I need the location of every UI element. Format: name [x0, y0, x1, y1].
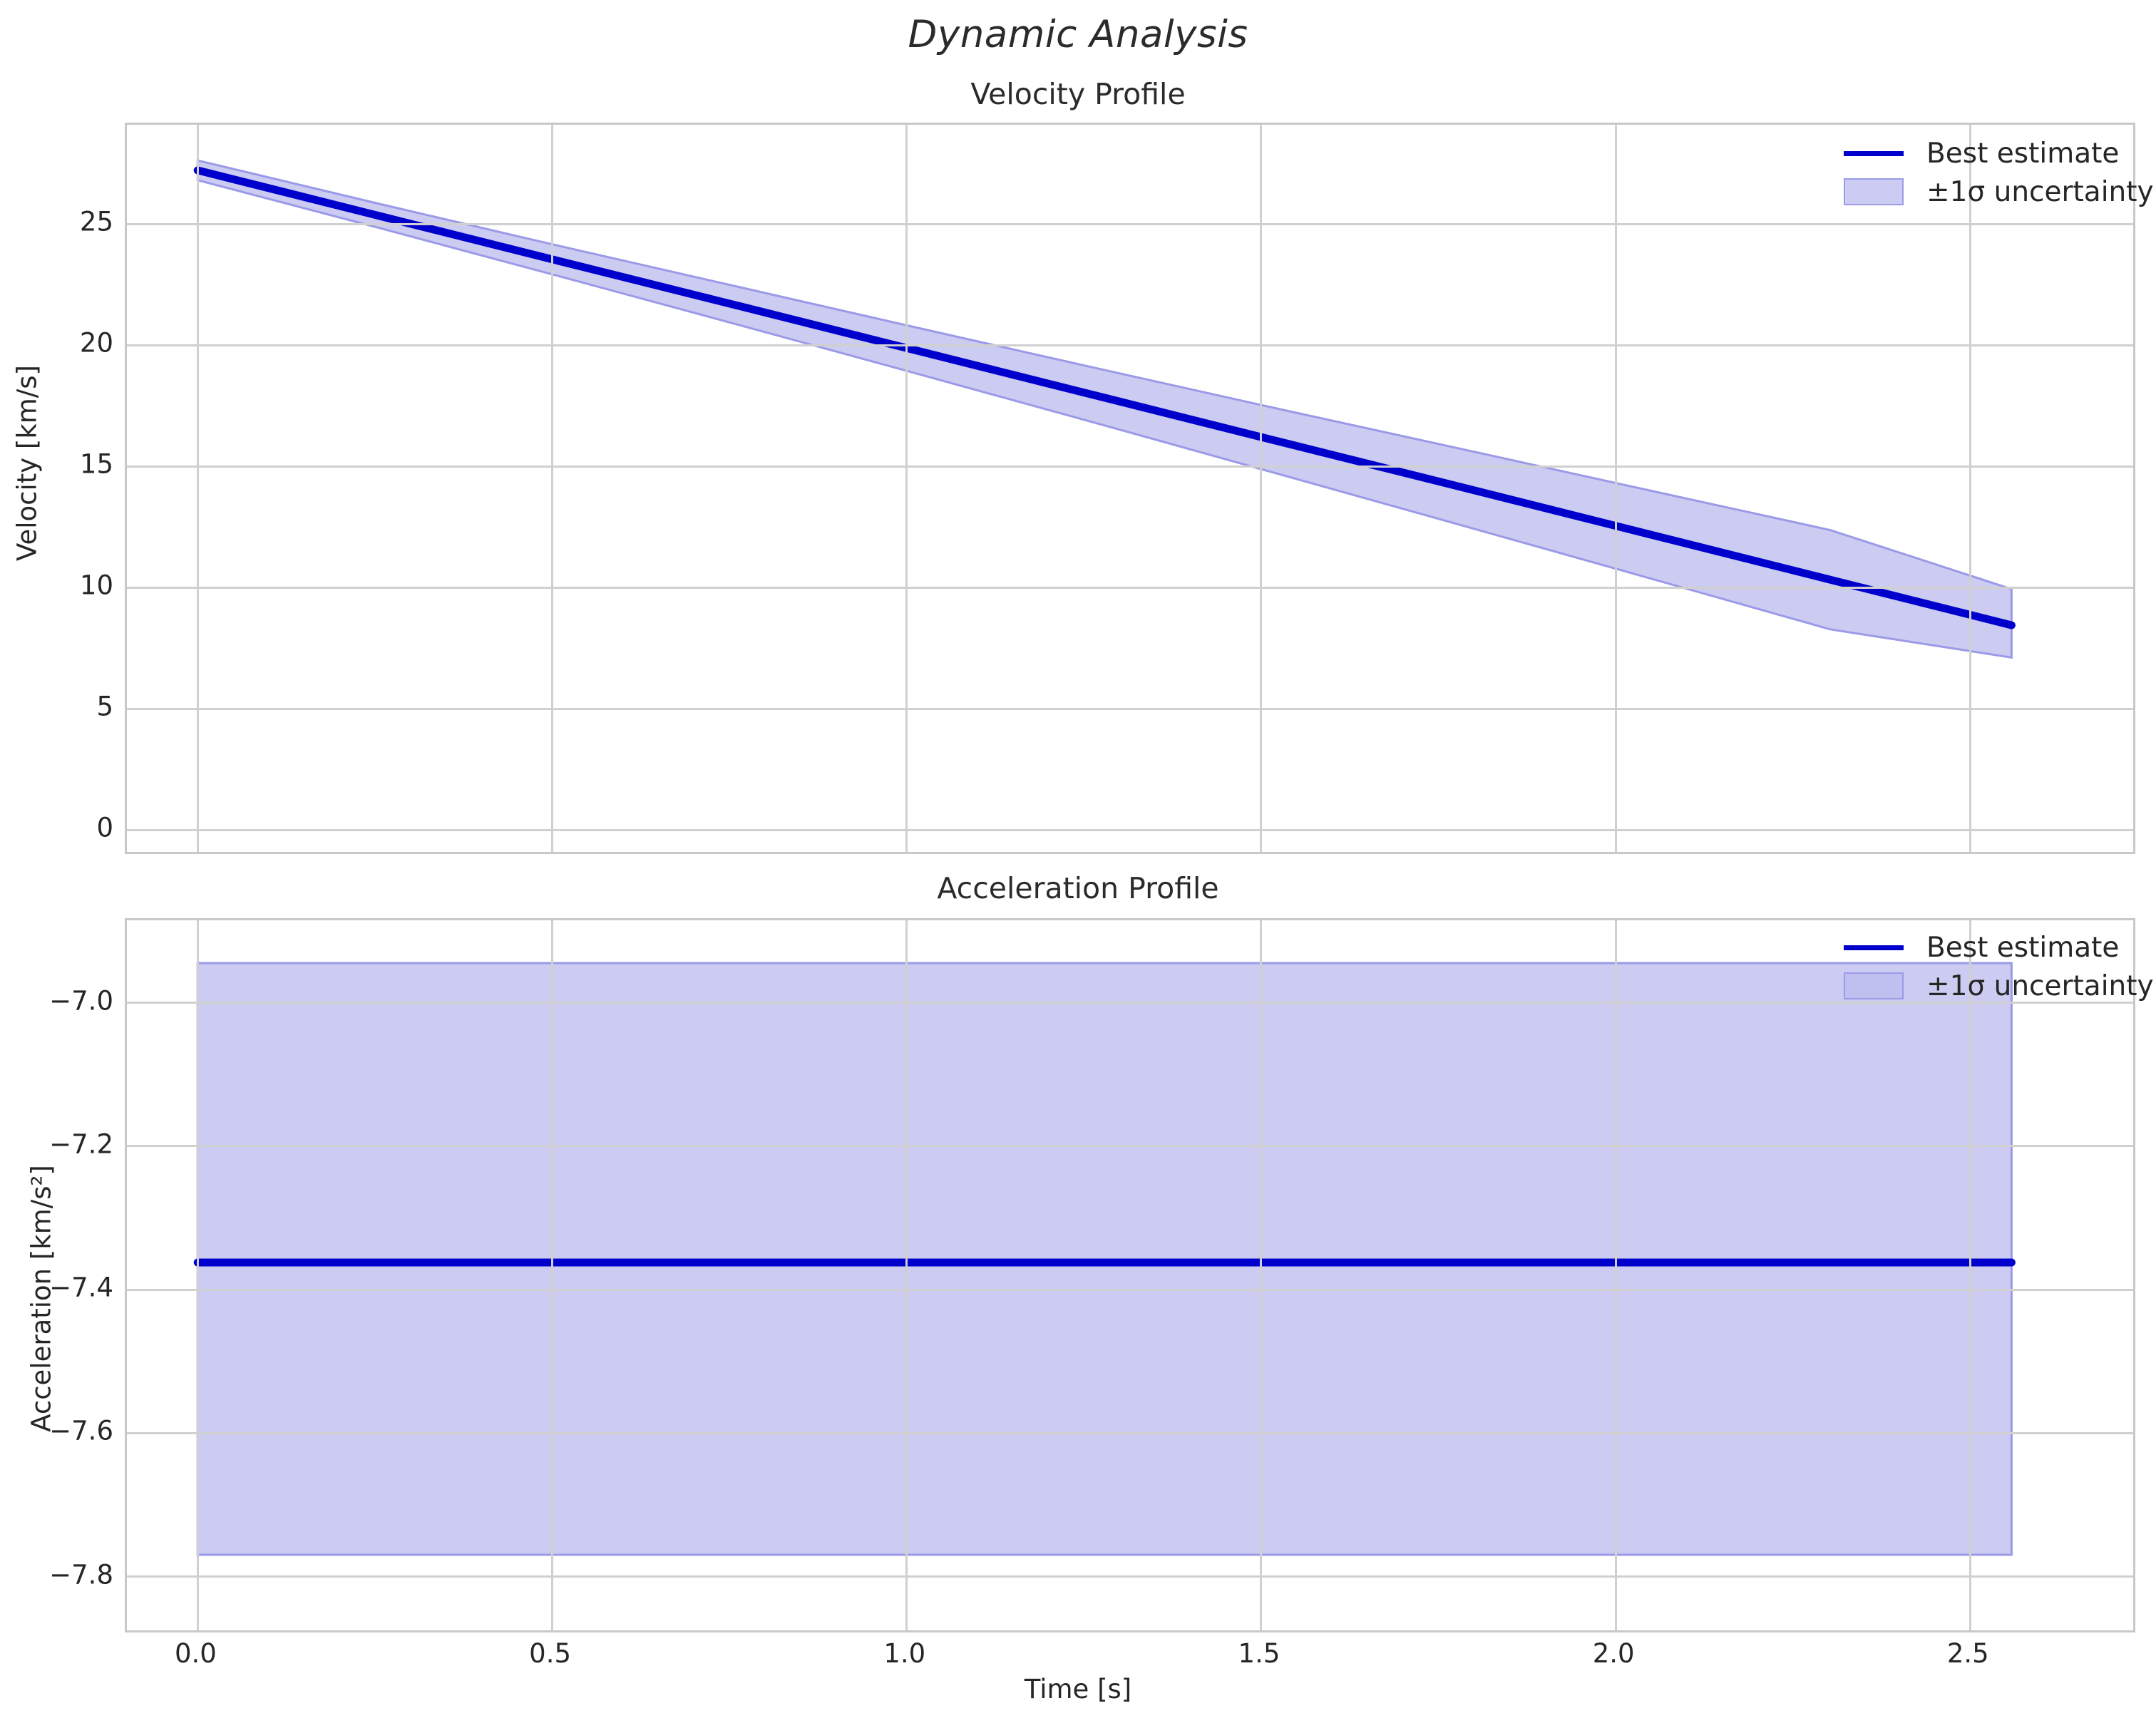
- gridline-vertical: [1614, 920, 1617, 1630]
- acceleration-plot-axes: [125, 918, 2135, 1632]
- gridline-horizontal: [127, 1145, 2133, 1148]
- gridline-horizontal: [127, 344, 2133, 346]
- velocity-legend-row-band: ±1σ uncertainty: [1839, 173, 2154, 211]
- y-tick-label: 10: [79, 570, 113, 601]
- gridline-vertical: [1260, 920, 1263, 1630]
- legend-line-swatch-icon: [1839, 928, 1908, 967]
- acceleration-legend-row-band: ±1σ uncertainty: [1839, 967, 2154, 1005]
- y-tick-label: 20: [79, 327, 113, 359]
- gridline-horizontal: [127, 465, 2133, 468]
- acceleration-plot-area: [127, 920, 2133, 1630]
- legend-band-swatch-icon: [1839, 967, 1908, 1005]
- time-x-axis-label: Time [s]: [1024, 1674, 1132, 1704]
- y-tick-label: 5: [96, 691, 113, 722]
- velocity-legend-label-line: Best estimate: [1926, 137, 2120, 170]
- velocity-plot-area: [127, 125, 2133, 852]
- gridline-vertical: [551, 920, 554, 1630]
- x-tick-label: 2.5: [1946, 1638, 1989, 1669]
- x-tick-label: 1.0: [883, 1638, 926, 1669]
- legend-band-swatch-icon: [1839, 173, 1908, 211]
- figure-suptitle: Dynamic Analysis: [908, 13, 1248, 56]
- gridline-vertical: [905, 920, 908, 1630]
- gridline-vertical: [1968, 920, 1971, 1630]
- y-tick-label: −7.8: [49, 1559, 113, 1590]
- x-tick-label: 1.5: [1238, 1638, 1280, 1669]
- velocity-axes-title: Velocity Profile: [970, 77, 1186, 111]
- acceleration-legend: Best estimate ±1σ uncertainty: [1839, 928, 2154, 1005]
- acceleration-legend-row-line: Best estimate: [1839, 928, 2154, 967]
- gridline-horizontal: [127, 707, 2133, 710]
- gridline-vertical: [905, 125, 908, 852]
- velocity-best-estimate-line: [193, 166, 2016, 629]
- gridline-vertical: [196, 920, 199, 1630]
- y-tick-label: −7.2: [49, 1128, 113, 1160]
- gridline-horizontal: [127, 1575, 2133, 1578]
- acceleration-legend-label-line: Best estimate: [1926, 931, 2120, 964]
- gridline-horizontal: [127, 586, 2133, 589]
- y-tick-label: −7.6: [49, 1415, 113, 1446]
- velocity-data-layer: [193, 159, 2016, 659]
- gridline-vertical: [551, 125, 554, 852]
- acceleration-legend-label-band: ±1σ uncertainty: [1926, 970, 2154, 1002]
- acceleration-data-layer: [193, 962, 2016, 1556]
- velocity-plot-axes: [125, 123, 2135, 854]
- y-tick-label: 25: [79, 206, 113, 237]
- gridline-horizontal: [127, 222, 2133, 225]
- gridline-vertical: [196, 125, 199, 852]
- gridline-horizontal: [127, 1431, 2133, 1434]
- legend-line-swatch-icon: [1839, 134, 1908, 173]
- gridline-vertical: [1260, 125, 1263, 852]
- y-tick-label: 0: [96, 812, 113, 843]
- velocity-legend-label-band: ±1σ uncertainty: [1926, 175, 2154, 208]
- gridline-vertical: [1968, 125, 1971, 852]
- gridline-horizontal: [127, 1002, 2133, 1004]
- velocity-legend: Best estimate ±1σ uncertainty: [1839, 134, 2154, 211]
- gridline-vertical: [1614, 125, 1617, 852]
- y-tick-label: −7.4: [49, 1272, 113, 1303]
- gridline-horizontal: [127, 828, 2133, 831]
- x-tick-label: 2.0: [1592, 1638, 1635, 1669]
- y-tick-label: −7.0: [49, 985, 113, 1017]
- acceleration-axes-title: Acceleration Profile: [937, 871, 1219, 905]
- x-tick-label: 0.0: [175, 1638, 217, 1669]
- velocity-legend-row-line: Best estimate: [1839, 134, 2154, 173]
- y-tick-label: 15: [79, 448, 113, 480]
- x-tick-label: 0.5: [529, 1638, 572, 1669]
- gridline-horizontal: [127, 1288, 2133, 1291]
